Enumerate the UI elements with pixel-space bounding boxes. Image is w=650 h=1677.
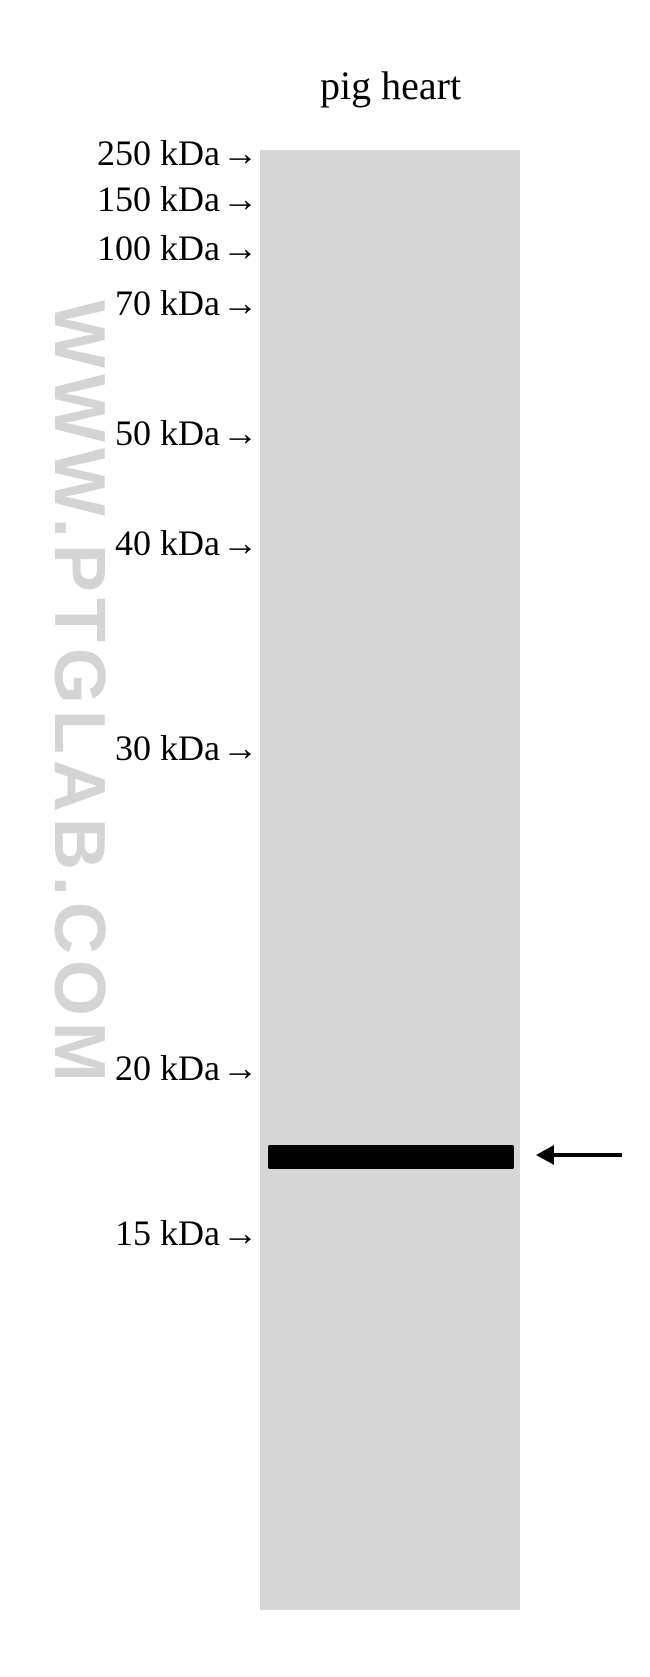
marker-text: 40 kDa bbox=[115, 523, 220, 563]
marker-text: 30 kDa bbox=[115, 728, 220, 768]
arrow-right-icon: → bbox=[222, 727, 258, 769]
marker-text: 50 kDa bbox=[115, 413, 220, 453]
marker-text: 20 kDa bbox=[115, 1048, 220, 1088]
arrow-right-icon: → bbox=[222, 178, 258, 220]
watermark-text: WWW.PTGLAB.COM bbox=[38, 300, 120, 1088]
marker-text: 250 kDa bbox=[97, 133, 220, 173]
arrow-right-icon: → bbox=[222, 1212, 258, 1254]
arrow-right-icon: → bbox=[222, 522, 258, 564]
protein-band bbox=[268, 1145, 514, 1169]
arrow-right-icon: → bbox=[222, 1047, 258, 1089]
blot-lane bbox=[260, 150, 520, 1610]
arrow-right-icon: → bbox=[222, 227, 258, 269]
marker-text: 70 kDa bbox=[115, 283, 220, 323]
arrow-right-icon: → bbox=[222, 132, 258, 174]
arrow-shaft bbox=[552, 1153, 622, 1157]
marker-250kda: 250 kDa→ bbox=[0, 132, 258, 174]
marker-15kda: 15 kDa→ bbox=[0, 1212, 258, 1254]
marker-150kda: 150 kDa→ bbox=[0, 178, 258, 220]
western-blot-figure: pig heart 250 kDa→ 150 kDa→ 100 kDa→ 70 … bbox=[0, 0, 650, 1677]
marker-text: 150 kDa bbox=[97, 179, 220, 219]
marker-text: 15 kDa bbox=[115, 1213, 220, 1253]
marker-text: 100 kDa bbox=[97, 228, 220, 268]
arrow-right-icon: → bbox=[222, 412, 258, 454]
sample-label: pig heart bbox=[320, 62, 461, 109]
marker-100kda: 100 kDa→ bbox=[0, 227, 258, 269]
arrow-right-icon: → bbox=[222, 282, 258, 324]
